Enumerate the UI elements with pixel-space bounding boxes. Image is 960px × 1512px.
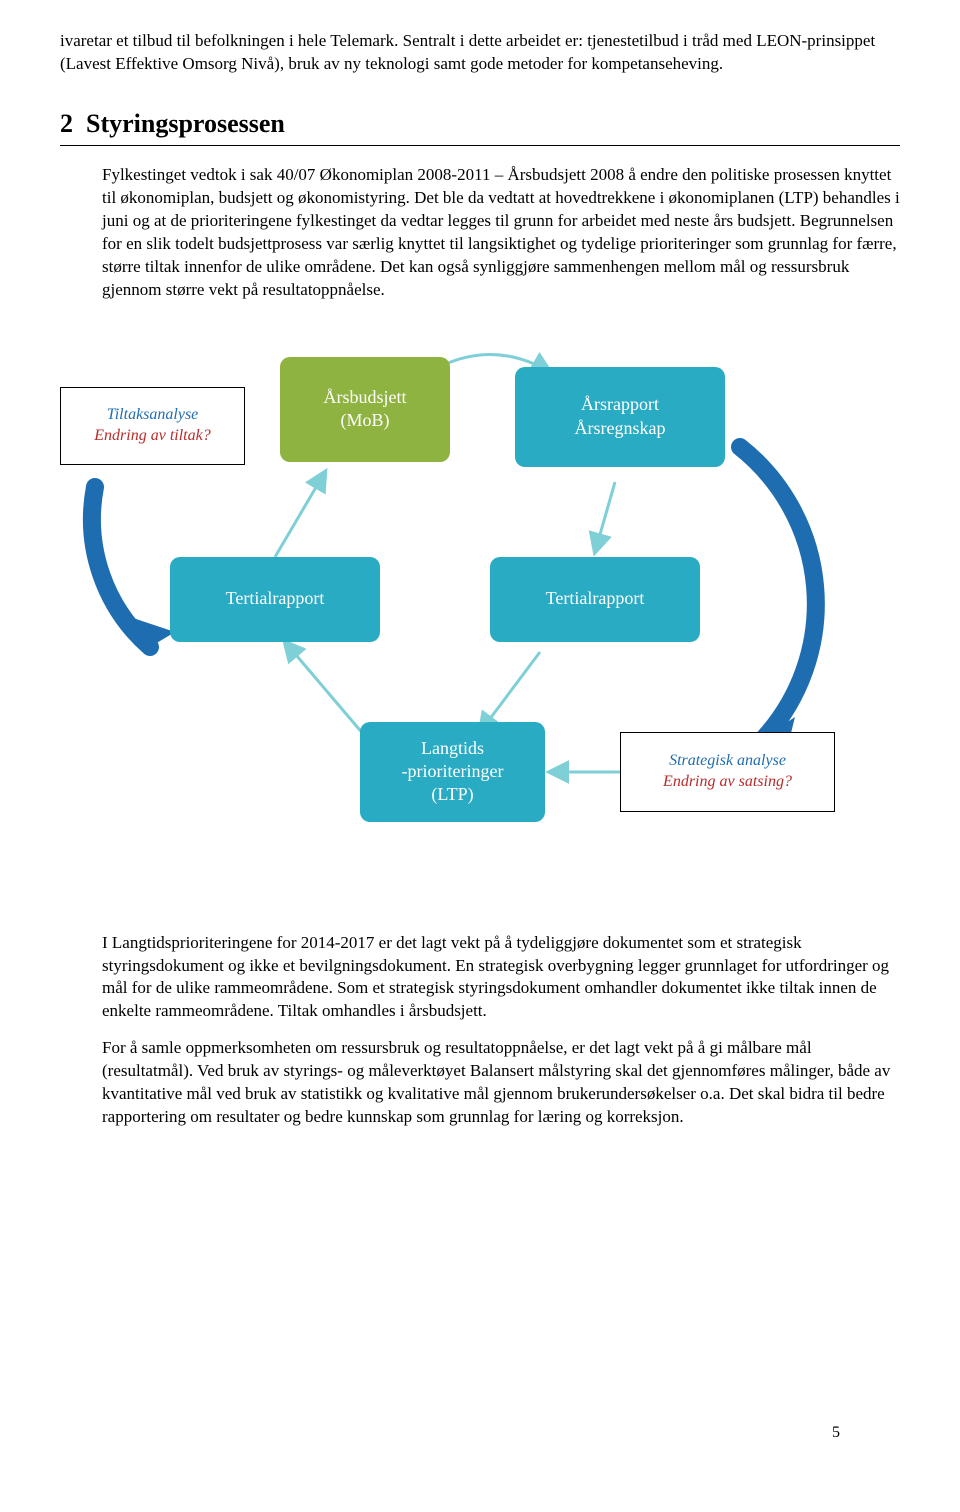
tiltak-line1: Tiltaksanalyse (107, 405, 199, 426)
section-number: 2 (60, 109, 73, 138)
node-arsbudsjett: Årsbudsjett (MoB) (280, 357, 450, 462)
heading-rule (60, 145, 900, 146)
page-number: 5 (832, 1422, 840, 1444)
closing-para-2: For å samle oppmerksomheten om ressursbr… (102, 1037, 900, 1129)
tert-left-line1: Tertialrapport (226, 587, 325, 610)
arsrapport-line1: Årsrapport (581, 393, 659, 416)
node-strategisk: Strategisk analyse Endring av satsing? (620, 732, 835, 812)
tiltak-line2: Endring av tiltak? (94, 426, 210, 447)
tert-right-line1: Tertialrapport (546, 587, 645, 610)
closing-para-1: I Langtidsprioriteringene for 2014-2017 … (102, 932, 900, 1024)
strategisk-line2: Endring av satsing? (663, 772, 792, 793)
mob-line2: (MoB) (341, 409, 390, 432)
ltp-line3: (LTP) (431, 783, 473, 806)
ltp-line2: -prioriteringer (402, 760, 504, 783)
ltp-line1: Langtids (421, 737, 484, 760)
node-ltp: Langtids -prioriteringer (LTP) (360, 722, 545, 822)
node-tertial-left: Tertialrapport (170, 557, 380, 642)
section-title: Styringsprosessen (86, 109, 285, 138)
arsrapport-line2: Årsregnskap (575, 417, 666, 440)
node-tiltaksanalyse: Tiltaksanalyse Endring av tiltak? (60, 387, 245, 465)
process-diagram: Tiltaksanalyse Endring av tiltak? Årsbud… (60, 332, 900, 892)
node-tertial-right: Tertialrapport (490, 557, 700, 642)
strategisk-line1: Strategisk analyse (669, 751, 786, 772)
intro-para: ivaretar et tilbud til befolkningen i he… (60, 30, 900, 76)
mob-line1: Årsbudsjett (324, 386, 407, 409)
node-arsrapport: Årsrapport Årsregnskap (515, 367, 725, 467)
section-2-heading: 2 Styringsprosessen (60, 106, 900, 141)
page: ivaretar et tilbud til befolkningen i he… (60, 30, 900, 1462)
section-2-body: Fylkestinget vedtok i sak 40/07 Økonomip… (102, 164, 900, 302)
